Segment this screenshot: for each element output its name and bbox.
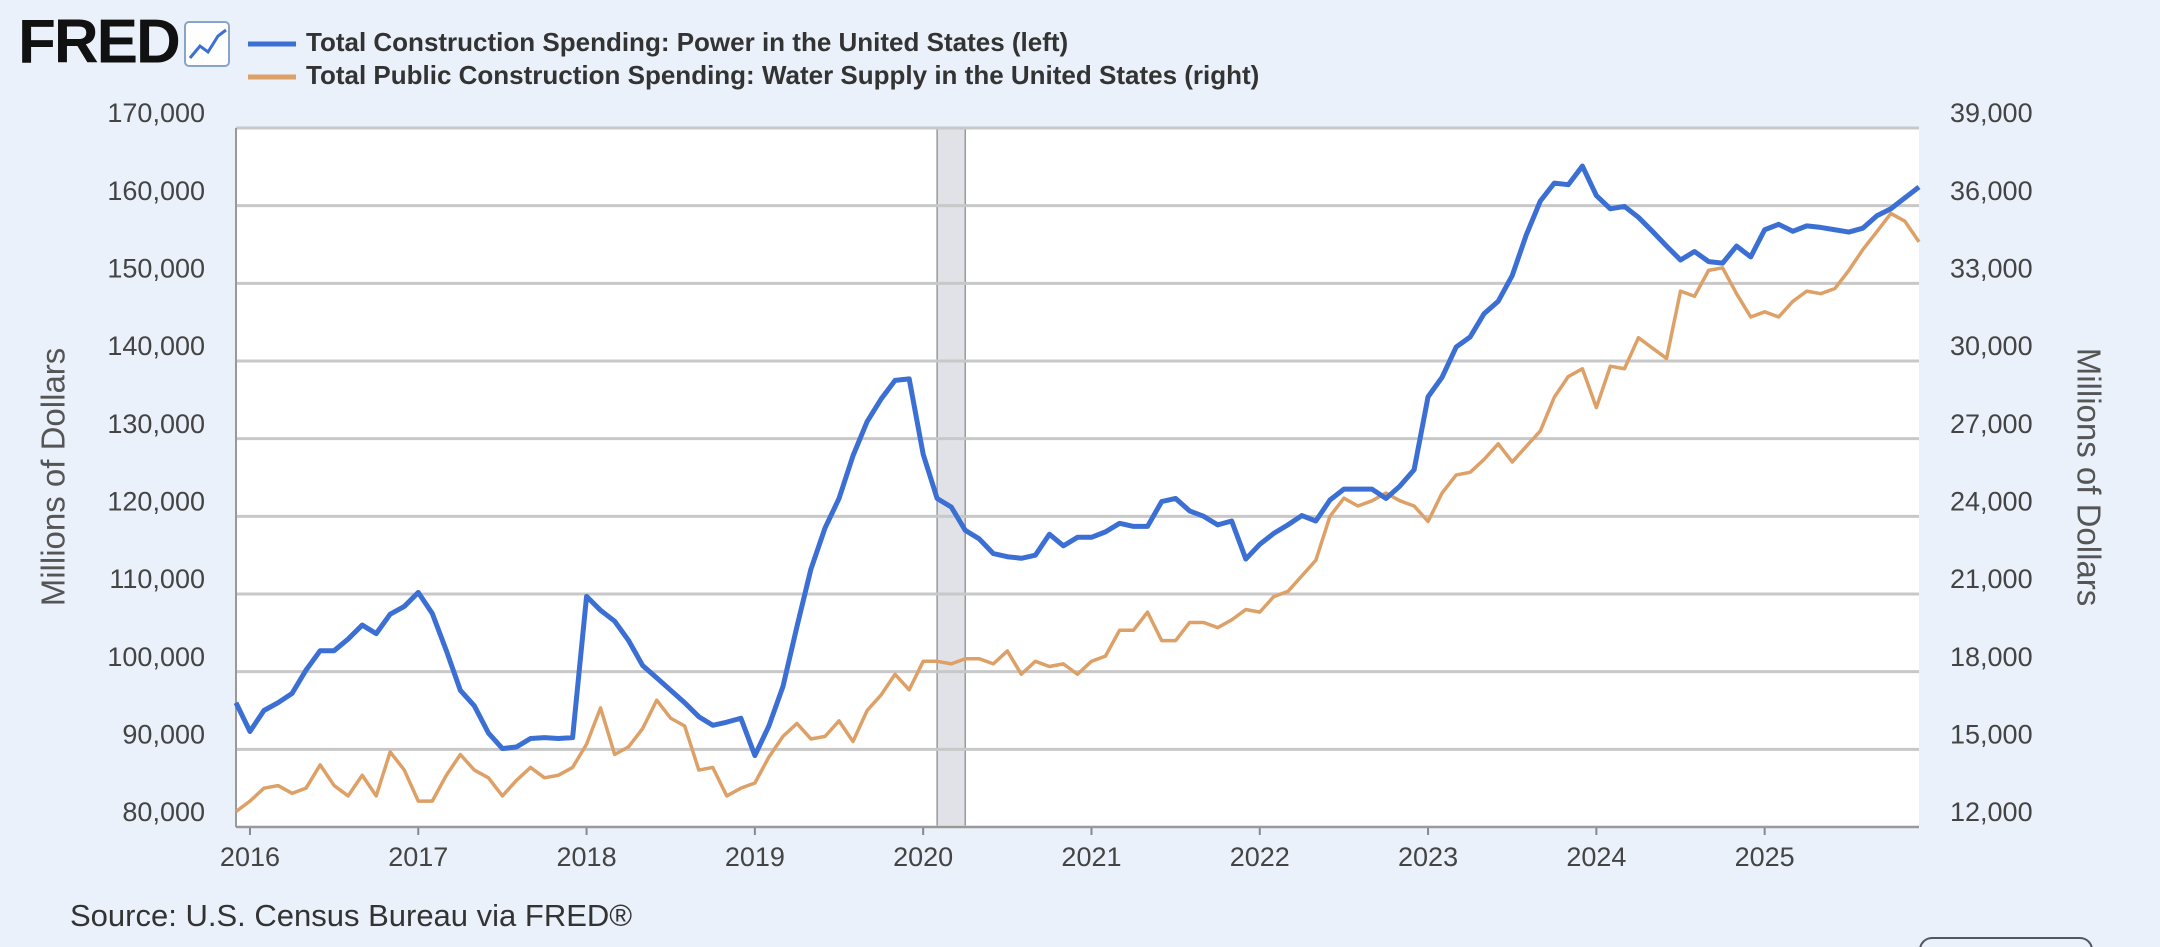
y2-axis-title: Millions of Dollars [2070,348,2107,607]
y2-tick-label: 21,000 [1950,564,2033,594]
legend-label: Total Construction Spending: Power in th… [306,27,1068,57]
y2-tick-label: 24,000 [1950,486,2033,516]
x-tick-label: 2021 [1061,842,1121,872]
y-tick-label: 90,000 [122,719,205,749]
y-tick-label: 80,000 [122,797,205,827]
y2-tick-label: 30,000 [1950,331,2033,361]
x-tick-label: 2018 [557,842,617,872]
y-axis-title: Millions of Dollars [35,348,72,607]
y-tick-label: 100,000 [107,642,205,672]
recession-band [936,127,966,828]
source: Source: U.S. Census Bureau via FRED® [70,898,632,933]
y2-tick-label: 15,000 [1950,719,2033,749]
x-tick-label: 2025 [1735,842,1795,872]
plot-area [236,128,1919,827]
y2-tick-label: 18,000 [1950,642,2033,672]
logo-icon [184,21,230,67]
y-tick-label: 130,000 [107,409,205,439]
x-tick-label: 2020 [893,842,953,872]
legend-label: Total Public Construction Spending: Wate… [306,60,1259,90]
y2-tick-label: 39,000 [1950,98,2033,128]
y2-tick-label: 27,000 [1950,409,2033,439]
x-tick-label: 2024 [1566,842,1626,872]
y-tick-label: 120,000 [107,486,205,516]
x-tick-label: 2023 [1398,842,1458,872]
y-tick-label: 170,000 [107,98,205,128]
x-tick-label: 2017 [388,842,448,872]
y-tick-label: 160,000 [107,176,205,206]
x-tick-label: 2019 [725,842,785,872]
series-line [233,163,1921,759]
y-tick-label: 140,000 [107,331,205,361]
y-tick-label: 110,000 [109,564,205,594]
x-tick-label: 2016 [220,842,280,872]
series-line [234,211,1921,813]
y2-tick-label: 33,000 [1950,253,2033,283]
x-tick-label: 2022 [1230,842,1290,872]
y2-tick-label: 12,000 [1950,797,2033,827]
button-outline[interactable] [1919,937,2093,947]
y-tick-label: 150,000 [107,253,205,283]
y2-tick-label: 36,000 [1950,176,2033,206]
logo: FRED [18,7,179,76]
